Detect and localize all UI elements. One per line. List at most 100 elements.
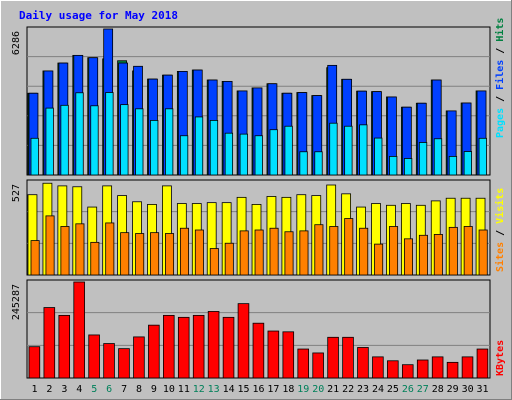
x-tick-day-9: 9 [151,384,157,395]
bar-kbytes-day-28 [431,356,444,379]
bar-sites-day-27 [418,234,428,276]
x-tick-day-30: 30 [462,384,474,395]
bar-pages-day-3 [60,104,69,176]
bar-pages-day-20 [314,151,323,176]
x-tick-day-3: 3 [61,384,67,395]
bar-kbytes-day-29 [446,361,459,379]
bar-pages-day-10 [165,108,174,176]
bar-pages-day-18 [284,125,293,176]
bar-kbytes-day-18 [282,331,295,379]
x-tick-day-20: 20 [312,384,324,395]
x-tick-day-14: 14 [223,384,235,395]
bar-sites-day-6 [105,222,115,276]
x-tick-day-23: 23 [357,384,369,395]
bar-sites-day-18 [284,231,294,276]
bar-kbytes-day-8 [133,336,145,379]
ymax-label-hits: 6286 [11,31,22,55]
bar-pages-day-25 [389,156,398,176]
bar-kbytes-day-16 [252,322,265,379]
x-tick-day-7: 7 [121,384,127,395]
legend-separator: / [495,224,506,242]
bar-sites-day-24 [374,243,384,276]
bar-kbytes-day-4 [73,281,85,379]
x-tick-day-29: 29 [447,384,459,395]
x-tick-day-31: 31 [477,384,489,395]
x-tick-day-26: 26 [402,384,414,395]
legend-kbytes: KBytes [495,340,506,376]
legend-separator: / [495,90,506,108]
bar-sites-day-30 [463,226,473,276]
bar-pages-day-21 [329,122,338,176]
bar-kbytes-day-30 [461,356,474,379]
bar-sites-day-23 [359,227,369,276]
bar-sites-day-25 [389,226,399,276]
bar-kbytes-day-11 [177,316,190,379]
bar-kbytes-day-7 [118,348,130,379]
bar-kbytes-day-9 [148,324,160,379]
x-tick-day-15: 15 [238,384,250,395]
bar-pages-day-24 [374,137,383,176]
x-tick-day-19: 19 [297,384,309,395]
x-tick-day-22: 22 [342,384,354,395]
bar-sites-day-7 [120,232,130,276]
bar-pages-day-19 [299,151,308,176]
x-tick-day-2: 2 [46,384,52,395]
bar-sites-day-28 [433,234,443,276]
bar-pages-day-2 [45,107,54,176]
legend-separator: / [495,42,506,60]
bar-sites-day-4 [75,223,85,276]
ymax-label-visits: 527 [11,184,22,202]
bar-kbytes-day-13 [207,311,220,379]
x-tick-day-12: 12 [193,384,205,395]
bar-pages-day-28 [433,138,443,176]
bar-sites-day-8 [135,233,145,276]
bar-kbytes-day-1 [28,346,41,379]
bar-kbytes-day-20 [312,352,324,379]
x-tick-day-5: 5 [91,384,97,395]
bar-pages-day-4 [75,92,84,176]
x-tick-day-17: 17 [267,384,279,395]
x-tick-day-8: 8 [136,384,142,395]
bar-pages-day-27 [418,142,428,176]
bar-kbytes-day-21 [327,336,339,379]
x-tick-day-21: 21 [327,384,339,395]
bar-pages-day-13 [209,120,219,176]
bar-pages-day-6 [105,92,114,176]
bar-pages-day-16 [254,135,263,176]
x-tick-day-1: 1 [31,384,37,395]
bar-kbytes-day-12 [192,314,205,379]
bar-kbytes-day-23 [357,347,369,379]
bar-pages-day-12 [194,116,204,176]
bar-pages-day-5 [90,105,99,176]
bar-kbytes-day-26 [401,364,414,379]
bar-sites-day-3 [60,226,70,276]
bar-pages-day-1 [30,137,39,176]
bar-pages-day-31 [478,137,487,176]
bar-sites-day-12 [194,229,204,276]
x-tick-day-6: 6 [106,384,112,395]
bar-sites-day-29 [448,226,458,276]
bar-sites-day-16 [254,229,264,276]
legend-hits: Hits [494,18,506,42]
bar-kbytes-day-17 [267,330,280,379]
legend-sites: Sites [494,242,506,272]
x-tick-day-13: 13 [208,384,220,395]
bar-kbytes-day-14 [222,316,235,379]
bar-sites-day-13 [209,248,219,276]
bar-pages-day-9 [150,120,159,176]
bar-kbytes-day-22 [342,336,354,379]
bar-pages-day-22 [344,125,353,176]
x-tick-day-27: 27 [417,384,429,395]
bar-kbytes-day-5 [88,334,100,379]
bar-sites-day-1 [30,240,40,276]
legend-visits: Visits [494,188,506,224]
bar-kbytes-day-2 [43,307,56,379]
bar-kbytes-day-31 [476,348,489,379]
bar-pages-day-15 [239,133,248,176]
bar-pages-day-30 [463,151,472,176]
bar-kbytes-day-27 [416,359,429,379]
bar-pages-day-8 [135,108,144,176]
legend-middle-panel: Sites / Visits [494,188,506,272]
bar-sites-day-2 [45,215,55,276]
bar-sites-day-19 [299,230,309,276]
